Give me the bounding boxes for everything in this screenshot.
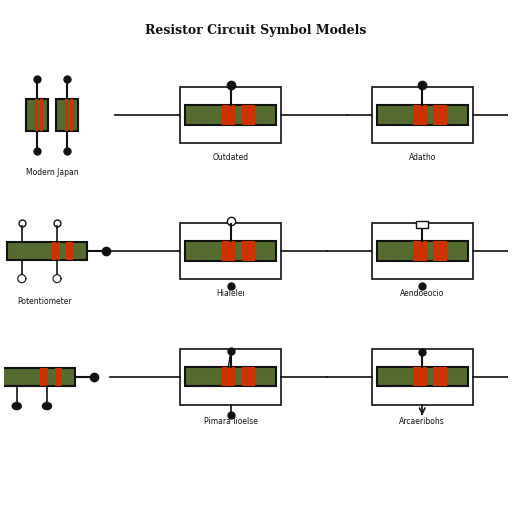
FancyBboxPatch shape [0, 368, 75, 386]
Text: Adatho: Adatho [409, 153, 436, 162]
Text: Aendoeocio: Aendoeocio [400, 289, 444, 298]
Text: Arcaeribohs: Arcaeribohs [399, 417, 445, 425]
FancyBboxPatch shape [185, 367, 276, 387]
FancyBboxPatch shape [413, 105, 426, 124]
FancyBboxPatch shape [7, 242, 87, 260]
FancyBboxPatch shape [26, 99, 48, 132]
FancyBboxPatch shape [372, 223, 473, 279]
FancyBboxPatch shape [377, 367, 467, 387]
Text: Resistor Circuit Symbol Models: Resistor Circuit Symbol Models [145, 24, 367, 37]
Text: Outdated: Outdated [213, 153, 249, 162]
FancyBboxPatch shape [242, 105, 255, 124]
FancyBboxPatch shape [35, 99, 38, 132]
FancyBboxPatch shape [65, 99, 68, 132]
FancyBboxPatch shape [180, 223, 281, 279]
FancyBboxPatch shape [66, 242, 73, 260]
Text: Pimara lioelse: Pimara lioelse [204, 417, 258, 425]
FancyBboxPatch shape [413, 241, 426, 261]
FancyBboxPatch shape [39, 99, 43, 132]
Ellipse shape [42, 402, 52, 410]
FancyBboxPatch shape [222, 105, 236, 124]
FancyBboxPatch shape [222, 241, 236, 261]
FancyBboxPatch shape [56, 99, 78, 132]
Text: Potentiometer: Potentiometer [17, 297, 72, 306]
FancyBboxPatch shape [222, 367, 236, 387]
FancyBboxPatch shape [52, 242, 59, 260]
FancyBboxPatch shape [433, 367, 446, 387]
FancyBboxPatch shape [433, 105, 446, 124]
FancyBboxPatch shape [372, 349, 473, 404]
FancyBboxPatch shape [40, 368, 48, 386]
FancyBboxPatch shape [372, 87, 473, 143]
Text: Hialeleı: Hialeleı [217, 289, 245, 298]
FancyBboxPatch shape [416, 221, 428, 228]
FancyBboxPatch shape [413, 367, 426, 387]
FancyBboxPatch shape [185, 241, 276, 261]
FancyBboxPatch shape [377, 105, 467, 124]
FancyBboxPatch shape [185, 105, 276, 124]
FancyBboxPatch shape [377, 241, 467, 261]
FancyBboxPatch shape [180, 87, 281, 143]
FancyBboxPatch shape [242, 367, 255, 387]
FancyBboxPatch shape [242, 241, 255, 261]
FancyBboxPatch shape [180, 349, 281, 404]
Text: Modern Japan: Modern Japan [26, 168, 78, 177]
Ellipse shape [12, 402, 22, 410]
FancyBboxPatch shape [70, 99, 73, 132]
FancyBboxPatch shape [433, 241, 446, 261]
FancyBboxPatch shape [55, 368, 62, 386]
